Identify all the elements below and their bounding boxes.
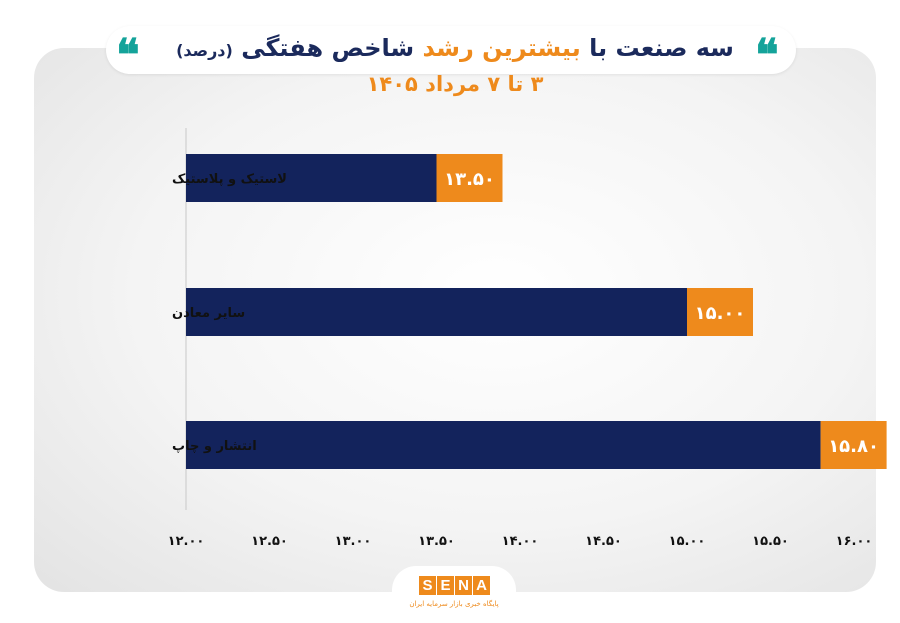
value-label-background bbox=[436, 154, 503, 202]
chart-subtitle: ۳ تا ۷ مرداد ۱۴۰۵ bbox=[366, 72, 544, 96]
x-tick-labels: ۱۲.۰۰ ۱۲.۵۰ ۱۳.۰۰ ۱۳.۵۰ ۱۴.۰۰ ۱۴.۵۰ ۱۵.۰۰ ۱۵.۵۰… bbox=[168, 534, 873, 549]
logo-letter: E bbox=[437, 576, 454, 595]
category-label: انتشار و چاپ bbox=[172, 439, 257, 454]
chart-title: سه صنعت با بیشترین رشد شاخص هفتگی (درصد) bbox=[160, 34, 750, 62]
value-label: ۱۳.۵۰ bbox=[444, 169, 495, 190]
x-tick-label: ۱۳.۵۰ bbox=[418, 534, 455, 549]
title-unit: (درصد) bbox=[176, 41, 233, 60]
sena-logo bbox=[392, 566, 516, 618]
logo-letter: N bbox=[455, 576, 472, 595]
quote-mark-left-icon: ❝ bbox=[116, 30, 140, 81]
title-part2: شاخص هفتگی bbox=[241, 34, 415, 62]
value-label-background bbox=[687, 288, 753, 336]
x-tick-label: ۱۵.۵۰ bbox=[752, 534, 789, 549]
x-tick-label: ۱۴.۰۰ bbox=[502, 534, 539, 549]
x-tick-label: ۱۲.۰۰ bbox=[168, 534, 205, 549]
bar bbox=[186, 154, 437, 202]
bar bbox=[186, 288, 687, 336]
x-tick-label: ۱۳.۰۰ bbox=[335, 534, 372, 549]
logo-letters: S E N A bbox=[419, 576, 490, 595]
title-part1: سه صنعت با bbox=[589, 34, 734, 62]
bars-group: ۱۳.۵۰ لاستیک و پلاستیک ۱۵.۰۰ سایر معادن ۱۵.۸… bbox=[172, 154, 887, 469]
category-label: سایر معادن bbox=[172, 306, 245, 321]
title-highlight: بیشترین رشد bbox=[422, 34, 581, 62]
value-label: ۱۵.۸۰ bbox=[828, 436, 879, 457]
x-tick-label: ۱۲.۵۰ bbox=[251, 534, 288, 549]
title-banner bbox=[106, 26, 796, 74]
logo-letter: A bbox=[473, 576, 490, 595]
quote-mark-right-icon: ❝ bbox=[755, 30, 779, 81]
x-tick-label: ۱۵.۰۰ bbox=[669, 534, 706, 549]
category-label: لاستیک و پلاستیک bbox=[172, 172, 287, 187]
value-label-background bbox=[820, 421, 887, 469]
logo-tagline: پایگاه خبری بازار سرمایه ایران bbox=[409, 600, 499, 608]
value-label: ۱۵.۰۰ bbox=[695, 303, 746, 324]
x-tick-label: ۱۶.۰۰ bbox=[836, 534, 873, 549]
logo-letter: S bbox=[419, 576, 436, 595]
bar bbox=[186, 421, 821, 469]
x-tick-label: ۱۴.۵۰ bbox=[585, 534, 622, 549]
